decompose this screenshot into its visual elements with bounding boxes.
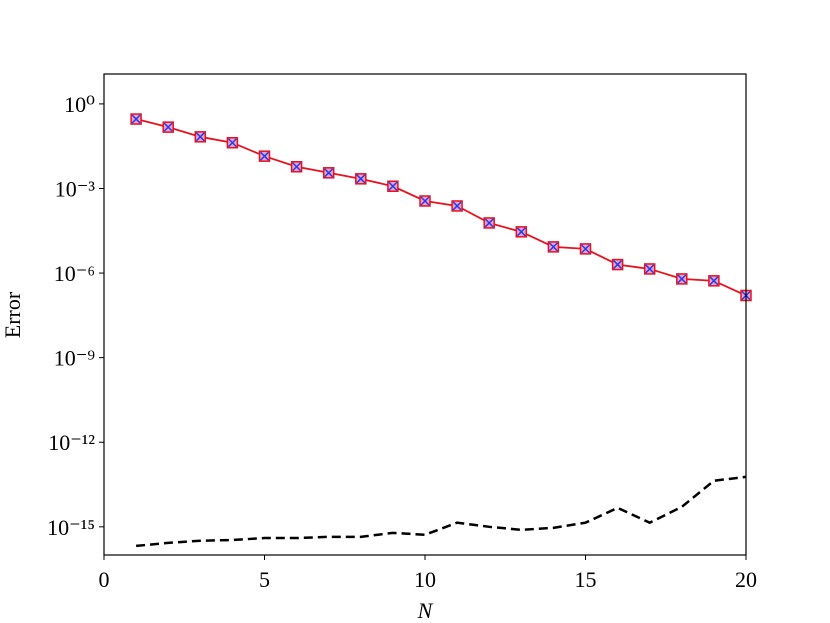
marker-x [292,162,302,172]
marker-x [580,244,591,254]
x-tick-label: 20 [735,567,757,592]
marker-x [709,276,719,286]
y-tick-label: 10⁰ [64,92,95,117]
y-tick-label: 10⁻⁶ [54,261,95,286]
y-tick-label: 10⁻³ [55,176,96,201]
x-tick-label: 15 [575,567,597,592]
x-tick-label: 0 [99,567,110,592]
marker-x [356,174,366,184]
marker-x [645,264,655,274]
marker-x [163,122,173,132]
marker-x [516,227,526,237]
y-tick-label: 10⁻¹² [48,430,95,455]
x-tick-label: 5 [259,567,270,592]
marker-x [452,201,462,211]
x-axis-label: N [417,598,434,623]
series-line [135,475,746,548]
marker-x [227,138,237,148]
y-axis-label: Error [0,291,25,338]
marker-x [677,274,687,284]
plot-frame [103,73,747,556]
marker-x [420,196,430,206]
y-tick-label: 10⁻¹⁵ [47,515,95,540]
marker-x [548,242,558,252]
marker-x [131,114,141,124]
marker-x [388,181,398,191]
marker-x [195,132,205,142]
x-tick-label: 10 [414,567,436,592]
y-tick-label: 10⁻⁹ [54,346,96,371]
marker-x [259,151,270,161]
marker-x [613,260,623,270]
marker-x [484,218,494,228]
marker-x [324,168,334,178]
